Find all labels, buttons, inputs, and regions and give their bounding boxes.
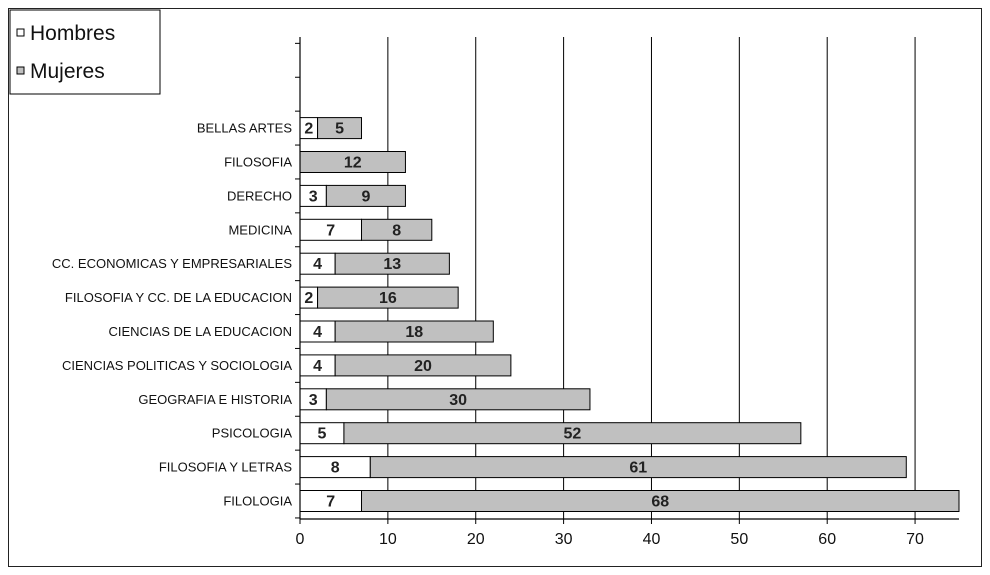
category-label: GEOGRAFIA E HISTORIA bbox=[138, 392, 292, 407]
bar-mujeres-5 bbox=[334, 320, 494, 343]
data-label: 4 bbox=[313, 358, 322, 375]
data-label: 5 bbox=[318, 426, 327, 443]
x-tick-label: 60 bbox=[818, 531, 836, 548]
bar-mujeres-11 bbox=[317, 117, 363, 140]
bar-mujeres-1 bbox=[369, 456, 907, 479]
legend-swatch-hombres bbox=[16, 28, 25, 37]
data-label: 8 bbox=[392, 222, 401, 239]
bar-mujeres-9 bbox=[325, 184, 406, 207]
x-tick-label: 0 bbox=[296, 531, 305, 548]
data-label: 18 bbox=[405, 324, 423, 341]
bar-mujeres-2 bbox=[343, 422, 802, 445]
data-label: 13 bbox=[383, 256, 401, 273]
data-label: 9 bbox=[361, 188, 370, 205]
grid-lines bbox=[387, 37, 916, 519]
data-label: 7 bbox=[326, 494, 335, 511]
x-tick-label: 70 bbox=[906, 531, 924, 548]
bar-mujeres-4 bbox=[334, 354, 512, 377]
data-label: 7 bbox=[326, 222, 335, 239]
category-label: MEDICINA bbox=[228, 222, 292, 237]
category-label: CIENCIAS DE LA EDUCACION bbox=[109, 324, 293, 339]
data-label: 2 bbox=[304, 290, 313, 307]
bar-mujeres-8 bbox=[361, 218, 433, 241]
data-label: 3 bbox=[309, 392, 318, 409]
category-label: BELLAS ARTES bbox=[197, 121, 292, 136]
data-label: 5 bbox=[335, 121, 344, 138]
bars bbox=[299, 117, 960, 512]
bar-mujeres-7 bbox=[334, 252, 450, 275]
bar-mujeres-3 bbox=[325, 388, 591, 411]
legend-label-hombres: Hombres bbox=[30, 22, 115, 45]
category-label: CC. ECONOMICAS Y EMPRESARIALES bbox=[52, 256, 292, 271]
legend-box bbox=[9, 9, 161, 95]
x-tick-label: 30 bbox=[555, 531, 573, 548]
data-label: 8 bbox=[331, 460, 340, 477]
x-tick-label: 50 bbox=[730, 531, 748, 548]
legend-label-mujeres: Mujeres bbox=[30, 60, 105, 83]
data-label: 3 bbox=[309, 188, 318, 205]
legend: Hombres Mujeres bbox=[9, 9, 161, 95]
data-label: 20 bbox=[414, 358, 432, 375]
data-label: 4 bbox=[313, 256, 322, 273]
data-label: 12 bbox=[344, 155, 362, 172]
category-label: FILOLOGIA bbox=[223, 494, 292, 509]
axes: 0 10 20 30 40 50 60 70 bbox=[295, 37, 959, 548]
chart-frame: 0 10 20 30 40 50 60 70 FILOLOGIA 7 68 FILOSOFIA Y … bbox=[8, 8, 982, 567]
x-tick-label: 40 bbox=[643, 531, 661, 548]
category-label: DERECHO bbox=[227, 188, 292, 203]
data-label: 52 bbox=[563, 426, 581, 443]
data-label: 30 bbox=[449, 392, 467, 409]
data-label: 4 bbox=[313, 324, 322, 341]
category-label: FILOSOFIA Y LETRAS bbox=[159, 460, 293, 475]
category-label: PSICOLOGIA bbox=[212, 426, 293, 441]
category-label: CIENCIAS POLITICAS Y SOCIOLOGIA bbox=[62, 358, 292, 373]
x-tick-label: 20 bbox=[467, 531, 485, 548]
data-label: 16 bbox=[379, 290, 397, 307]
stacked-bar-chart: 0 10 20 30 40 50 60 70 FILOLOGIA 7 68 FILOSOFIA Y … bbox=[9, 9, 960, 548]
data-label: 68 bbox=[651, 494, 669, 511]
data-label: 2 bbox=[304, 121, 313, 138]
bar-mujeres-6 bbox=[317, 286, 459, 309]
x-tick-label: 10 bbox=[379, 531, 397, 548]
legend-swatch-mujeres bbox=[16, 66, 25, 75]
category-label: FILOSOFIA bbox=[224, 155, 292, 170]
category-label: FILOSOFIA Y CC. DE LA EDUCACION bbox=[65, 290, 292, 305]
labels: FILOLOGIA 7 68 FILOSOFIA Y LETRAS 8 61 PSICOLO… bbox=[52, 121, 669, 511]
data-label: 61 bbox=[629, 460, 647, 477]
bar-mujeres-0 bbox=[361, 490, 960, 512]
